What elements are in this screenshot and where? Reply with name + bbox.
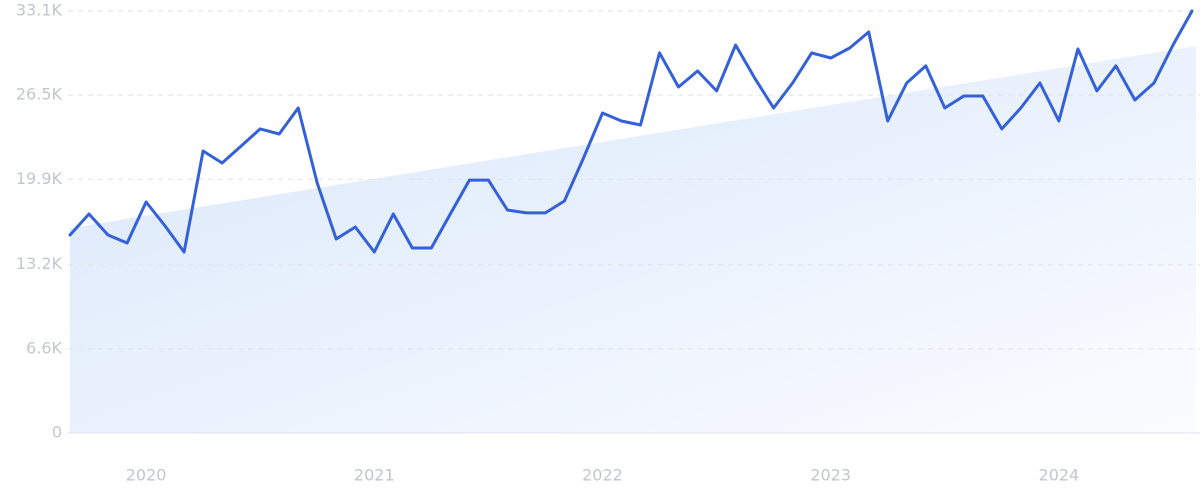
trend-area [70,46,1196,434]
data-line [68,9,1194,254]
y-tick-label: 19.9K [16,169,63,188]
x-tick-label: 2023 [810,466,851,485]
x-tick-label: 2020 [126,466,167,485]
x-tick-label: 2021 [354,466,395,485]
y-tick-label: 13.2K [16,254,63,273]
y-tick-label: 6.6K [26,338,62,357]
y-tick-label: 0 [52,423,62,442]
x-tick-label: 2024 [1039,466,1080,485]
x-tick-label: 2022 [582,466,623,485]
y-tick-label: 33.1K [16,1,63,20]
y-tick-label: 26.5K [16,85,63,104]
